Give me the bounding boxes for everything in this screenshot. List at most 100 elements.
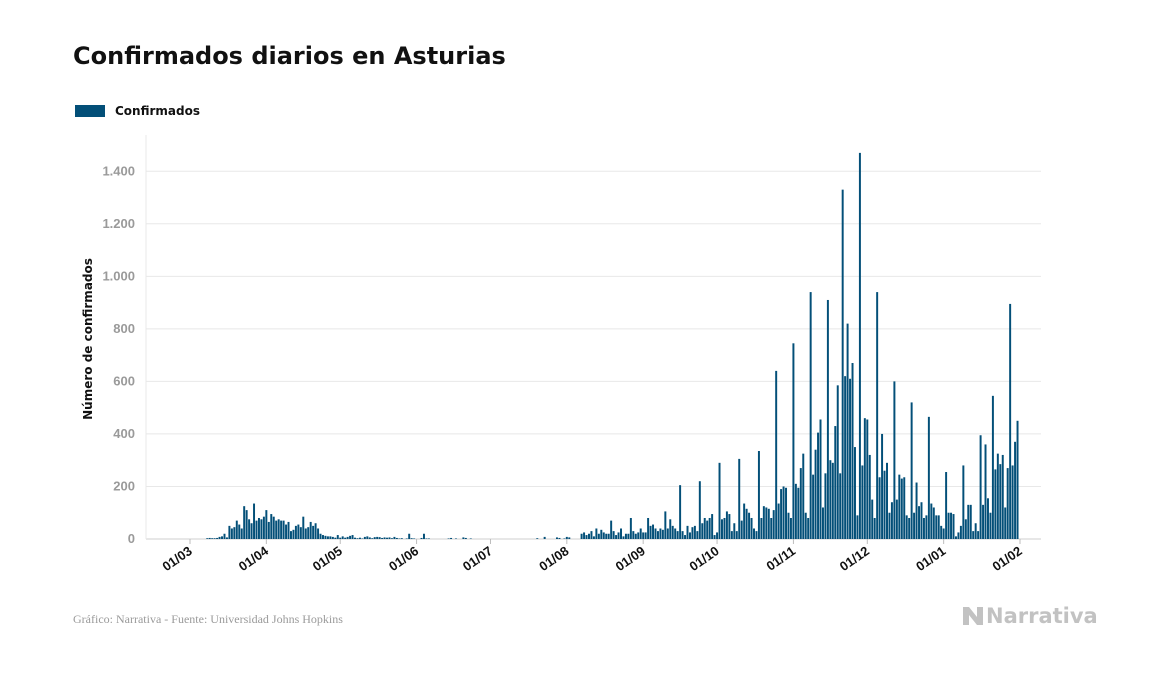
bar: [688, 532, 691, 539]
bar: [250, 523, 253, 539]
bar: [1006, 468, 1009, 539]
bar: [910, 402, 913, 539]
y-tick-label: 600: [113, 373, 135, 388]
bars: [206, 152, 1019, 539]
bar: [324, 535, 327, 539]
bar: [393, 536, 396, 539]
x-tick-label: 01/04: [236, 543, 272, 574]
bar: [740, 520, 743, 539]
bar: [255, 520, 258, 539]
bar: [299, 527, 302, 539]
bar: [905, 515, 908, 539]
bar: [307, 527, 310, 539]
x-tick-label: 01/06: [386, 543, 421, 574]
bar: [280, 520, 283, 539]
bar: [925, 515, 928, 539]
bar: [718, 462, 721, 539]
x-tick-label: 01/02: [989, 543, 1024, 574]
bar: [536, 538, 539, 539]
bar: [775, 370, 778, 539]
bar: [821, 507, 824, 539]
bar: [969, 504, 972, 539]
bar: [400, 538, 403, 539]
bar: [994, 469, 997, 539]
brand-name: Narrativa: [986, 604, 1098, 628]
bar: [218, 536, 221, 539]
x-tick-label: 01/07: [460, 543, 495, 574]
bar: [676, 531, 679, 539]
bar: [639, 528, 642, 539]
bar: [632, 531, 635, 539]
bar: [669, 519, 672, 539]
bar: [787, 512, 790, 539]
bar: [230, 528, 233, 539]
bar: [590, 531, 593, 539]
bar: [824, 473, 827, 539]
bar: [799, 468, 802, 539]
bar: [386, 537, 389, 539]
y-tick-label: 1.400: [102, 163, 135, 178]
bar: [314, 523, 317, 539]
bar: [789, 517, 792, 539]
grid-lines: [146, 170, 1041, 540]
bar: [235, 520, 238, 539]
bar: [666, 528, 669, 539]
bar: [954, 536, 957, 539]
bar: [371, 538, 374, 539]
bar: [686, 525, 689, 539]
bar: [447, 538, 450, 539]
bar: [216, 537, 219, 539]
bar: [223, 533, 226, 539]
bar: [691, 527, 694, 539]
bar: [930, 503, 933, 539]
bar: [844, 376, 847, 539]
bar: [361, 538, 364, 539]
bar: [871, 499, 874, 539]
bar: [755, 531, 758, 539]
bar: [629, 517, 632, 539]
bar: [555, 537, 558, 539]
x-tick-label: 01/05: [310, 543, 345, 574]
bar: [595, 528, 598, 539]
bar: [228, 525, 231, 539]
bar: [331, 536, 334, 539]
bar: [656, 531, 659, 539]
bar: [615, 535, 618, 539]
bar: [248, 519, 251, 539]
bar: [701, 523, 704, 539]
bar: [861, 465, 864, 539]
bar: [585, 535, 588, 539]
bar: [378, 537, 381, 539]
bar: [1011, 465, 1014, 539]
bar: [696, 531, 699, 539]
bar: [455, 538, 457, 539]
legend-label-confirmados: Confirmados: [115, 104, 200, 118]
bar: [208, 537, 211, 539]
bar: [363, 536, 366, 539]
bar: [698, 481, 701, 539]
bar: [568, 537, 571, 539]
bar: [605, 533, 608, 539]
x-tick-label: 01/10: [687, 543, 722, 574]
bar: [753, 528, 755, 539]
bar: [602, 532, 605, 539]
bar: [728, 514, 731, 539]
x-tick-label: 01/11: [763, 543, 798, 574]
bar: [390, 538, 393, 539]
bar: [794, 483, 797, 539]
bar: [809, 292, 812, 539]
bar: [826, 299, 829, 539]
bar: [221, 536, 223, 539]
bar: [1009, 303, 1012, 539]
narrativa-n-logo-icon: [963, 607, 983, 625]
bar: [883, 470, 886, 539]
bar: [829, 460, 832, 539]
bar: [716, 532, 719, 539]
x-tick-label: 01/01: [913, 543, 948, 574]
brand-logo: Narrativa: [963, 604, 1098, 628]
bar: [945, 472, 948, 539]
bar: [723, 517, 726, 539]
bar: [706, 520, 709, 539]
bar: [674, 528, 677, 539]
